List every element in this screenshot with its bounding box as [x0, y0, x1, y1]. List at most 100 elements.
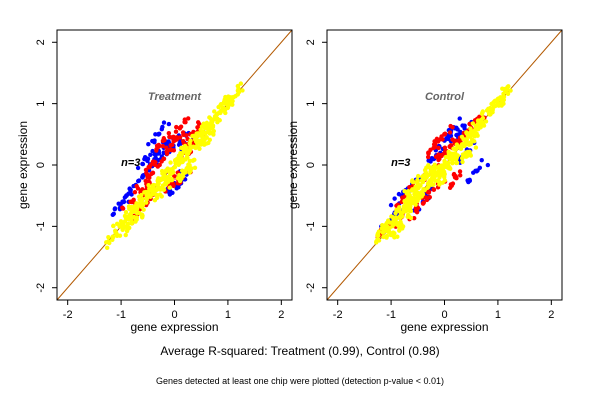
blue-point [148, 152, 153, 158]
yellow-point [462, 137, 468, 143]
sample-size-label: n=3 [391, 157, 410, 169]
yellow-point [174, 160, 180, 165]
yellow-point [141, 207, 146, 212]
yellow-point [446, 160, 451, 166]
yellow-point [419, 194, 424, 199]
y-tick-label: 2 [35, 39, 47, 45]
red-point [412, 215, 417, 221]
yellow-point [390, 223, 395, 229]
yellow-point [154, 195, 160, 200]
yellow-point [210, 123, 216, 128]
yellow-point [189, 166, 194, 171]
yellow-point [223, 110, 228, 116]
yellow-point [408, 201, 413, 206]
yellow-point [387, 220, 393, 225]
blue-point [129, 192, 134, 197]
sample-size-label: n=3 [121, 157, 140, 169]
yellow-point [218, 108, 224, 113]
red-point [413, 208, 419, 213]
blue-point [122, 195, 128, 200]
yellow-point [150, 192, 155, 197]
y-tick-label: -1 [305, 221, 317, 231]
yellow-point [238, 81, 244, 86]
yellow-point [207, 131, 212, 136]
y-tick-label: -1 [35, 221, 47, 231]
yellow-point [190, 133, 195, 139]
yellow-point [428, 178, 433, 183]
red-point [458, 173, 463, 178]
yellow-point [409, 188, 415, 193]
yellow-point [135, 210, 140, 215]
blue-point [429, 155, 435, 161]
red-point [154, 148, 159, 153]
yellow-point [179, 145, 184, 151]
yellow-point [446, 166, 452, 171]
yellow-point [393, 217, 399, 222]
yellow-point [434, 172, 439, 177]
yellow-point [187, 170, 192, 175]
yellow-point [123, 215, 129, 220]
yellow-point [479, 111, 485, 117]
yellow-point [207, 126, 212, 132]
yellow-point [450, 160, 455, 166]
red-point [421, 200, 426, 205]
blue-point [176, 185, 181, 190]
yellow-point [458, 146, 464, 152]
red-point [426, 151, 431, 156]
red-point [181, 138, 186, 144]
y-tick-label: 0 [35, 162, 47, 168]
yellow-point [415, 173, 421, 179]
yellow-point [488, 105, 493, 111]
yellow-point [413, 196, 419, 201]
yellow-point [227, 95, 232, 100]
yellow-point [129, 210, 134, 215]
blue-point [471, 170, 476, 175]
blue-point [388, 202, 394, 208]
yellow-point [421, 173, 427, 178]
red-point [172, 173, 177, 179]
yellow-point [442, 178, 448, 183]
red-point [425, 154, 431, 160]
red-point [180, 130, 186, 135]
yellow-point [187, 162, 192, 168]
yellow-point [464, 131, 469, 136]
yellow-point [481, 123, 487, 128]
yellow-point [473, 145, 479, 150]
red-point [442, 145, 448, 150]
y-axis-label: gene expression [16, 121, 30, 209]
yellow-point [129, 205, 134, 210]
yellow-point [501, 91, 506, 97]
yellow-point [198, 142, 204, 147]
blue-point [118, 201, 123, 207]
x-axis-label: gene expression [400, 320, 488, 334]
red-point [164, 145, 169, 150]
blue-point [136, 178, 142, 183]
red-point [171, 138, 176, 144]
blue-point [140, 173, 145, 178]
red-point [428, 147, 433, 152]
yellow-point [197, 146, 202, 151]
red-point [132, 189, 138, 195]
yellow-point [468, 126, 473, 131]
yellow-point [136, 194, 142, 199]
yellow-point [454, 156, 459, 162]
red-point [454, 138, 459, 143]
blue-point [392, 196, 397, 201]
yellow-point [396, 221, 401, 226]
y-tick-label: -2 [305, 283, 317, 293]
y-tick-label: 2 [305, 39, 317, 45]
yellow-point [453, 147, 459, 152]
yellow-point [446, 149, 451, 155]
yellow-point [154, 182, 160, 187]
yellow-point [136, 203, 141, 208]
yellow-point [429, 169, 434, 175]
yellow-point [177, 172, 182, 178]
red-point [174, 124, 179, 130]
yellow-point [407, 205, 413, 211]
y-tick-label: -2 [35, 283, 47, 293]
blue-point [128, 188, 133, 194]
blue-point [156, 151, 162, 156]
blue-point [143, 157, 149, 162]
yellow-point [394, 207, 399, 213]
blue-point [111, 211, 116, 217]
